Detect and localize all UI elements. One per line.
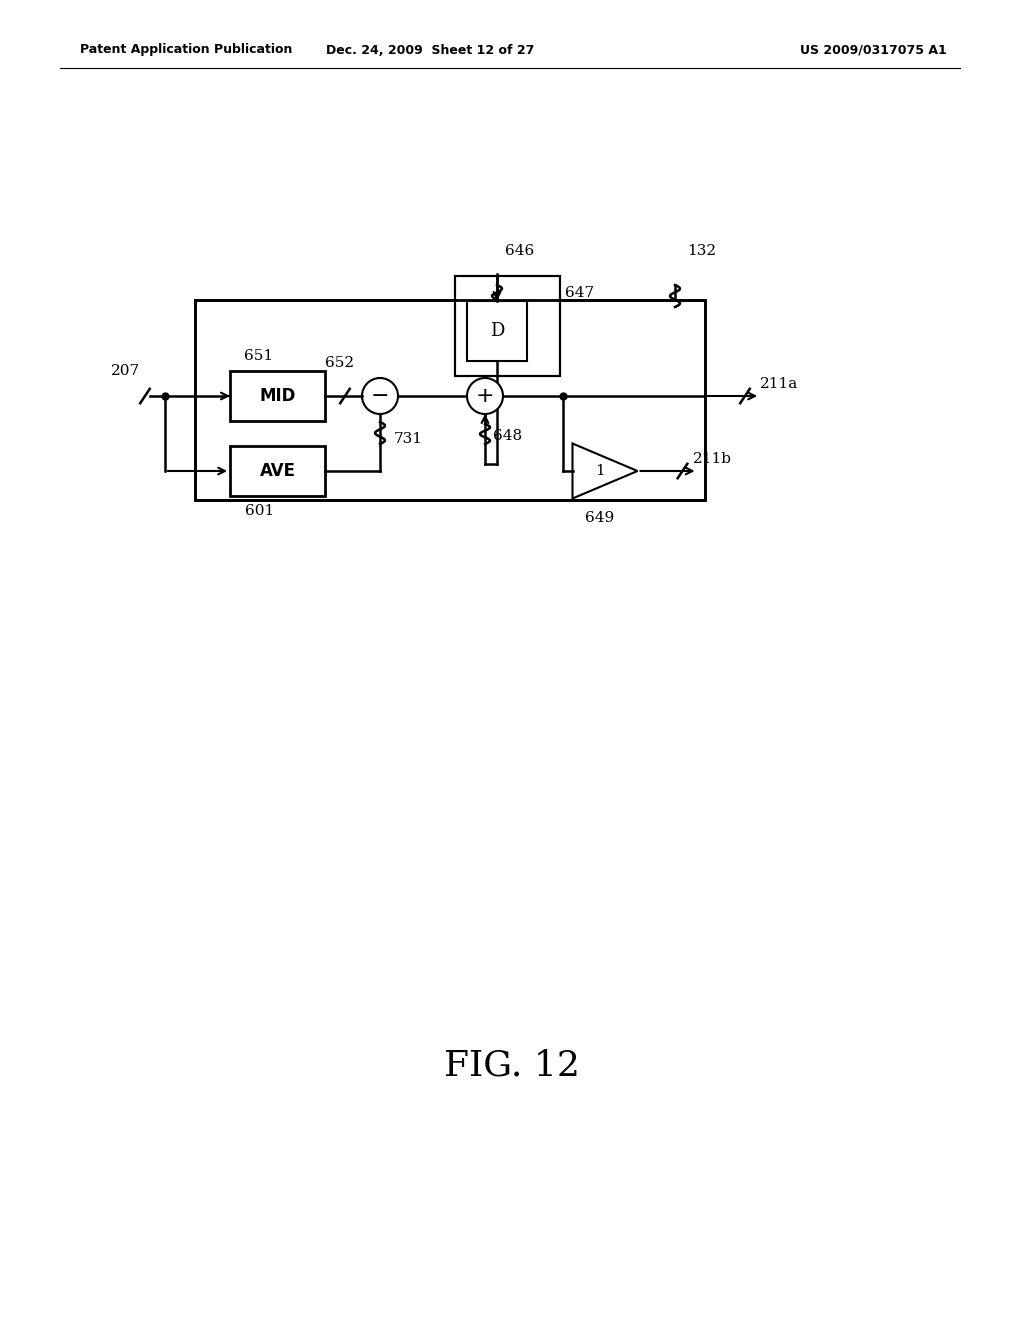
Text: US 2009/0317075 A1: US 2009/0317075 A1: [800, 44, 947, 57]
Text: 207: 207: [111, 364, 139, 378]
Text: 647: 647: [565, 286, 594, 300]
Text: +: +: [476, 385, 495, 407]
Text: MID: MID: [259, 387, 296, 405]
Text: 1: 1: [595, 465, 605, 478]
Bar: [467, 301, 527, 360]
Text: FIG. 12: FIG. 12: [444, 1048, 580, 1082]
Text: 731: 731: [394, 432, 423, 446]
Text: 211a: 211a: [760, 378, 799, 391]
Text: 648: 648: [493, 429, 522, 444]
Text: AVE: AVE: [259, 462, 296, 480]
Polygon shape: [572, 444, 638, 499]
Circle shape: [362, 378, 398, 414]
Text: 651: 651: [244, 348, 273, 363]
Bar: [195, 300, 705, 500]
Bar: [230, 446, 325, 496]
Text: 652: 652: [326, 356, 354, 370]
Text: Patent Application Publication: Patent Application Publication: [80, 44, 293, 57]
Text: 211b: 211b: [692, 451, 731, 466]
Text: 132: 132: [687, 244, 716, 257]
Bar: [455, 276, 560, 376]
Text: 646: 646: [505, 244, 535, 257]
Text: D: D: [489, 322, 504, 341]
Circle shape: [467, 378, 503, 414]
Text: Dec. 24, 2009  Sheet 12 of 27: Dec. 24, 2009 Sheet 12 of 27: [326, 44, 535, 57]
Bar: [195, 300, 705, 500]
Text: 601: 601: [245, 504, 274, 517]
Bar: [230, 371, 325, 421]
Bar: [455, 276, 560, 376]
Text: −: −: [371, 385, 389, 407]
Text: 649: 649: [586, 511, 614, 524]
